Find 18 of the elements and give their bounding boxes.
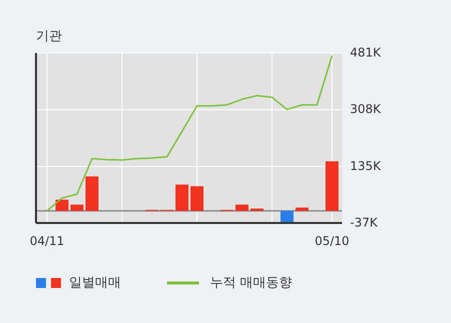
y-tick-label: -37K [350,215,379,230]
bar [70,204,84,211]
legend-label: 누적 매매동향 [210,276,292,291]
y-tick-label: 308K [350,102,382,116]
bar [176,184,188,211]
y-tick-label: 135K [350,158,382,173]
bar [326,161,338,211]
legend-label: 일별매매 [69,276,121,291]
bar [296,208,308,211]
bar [190,186,204,211]
bar [236,204,248,211]
bar [56,200,68,211]
chart-title: 기관 [36,29,62,44]
bar [280,210,294,222]
bar [86,176,98,211]
x-tick-label: 04/11 [30,234,64,248]
y-tick-label: 481K [350,45,382,60]
x-tick-label: 05/10 [314,234,350,248]
